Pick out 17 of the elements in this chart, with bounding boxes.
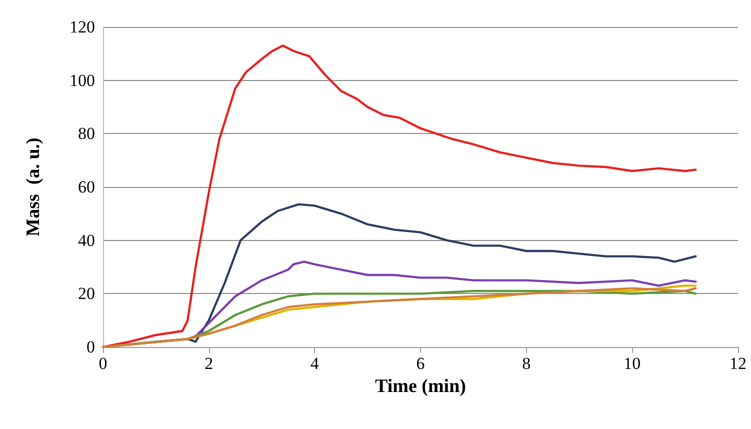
y-tick-label: 80 [78, 124, 95, 144]
x-tick-label: 10 [624, 354, 641, 373]
y-tick-label: 40 [78, 230, 95, 250]
x-tick-label: 12 [730, 354, 746, 373]
x-tick-label: 6 [416, 354, 425, 373]
x-tick-label: 4 [310, 354, 320, 373]
line-series [102, 44, 697, 348]
x-tick-label: 8 [522, 354, 531, 373]
x-tick-label: 0 [98, 354, 108, 373]
y-tick-label: 100 [70, 70, 95, 90]
y-tick-label: 120 [70, 18, 95, 36]
x-tick-label: 2 [204, 354, 214, 373]
y-axis-title: Mass (a. u.) [23, 138, 44, 236]
x-axis-title: Time (min) [375, 376, 466, 397]
y-tick-label: 0 [86, 338, 95, 356]
y-tick-label: 20 [78, 284, 95, 304]
y-tick-label: 60 [78, 178, 95, 196]
